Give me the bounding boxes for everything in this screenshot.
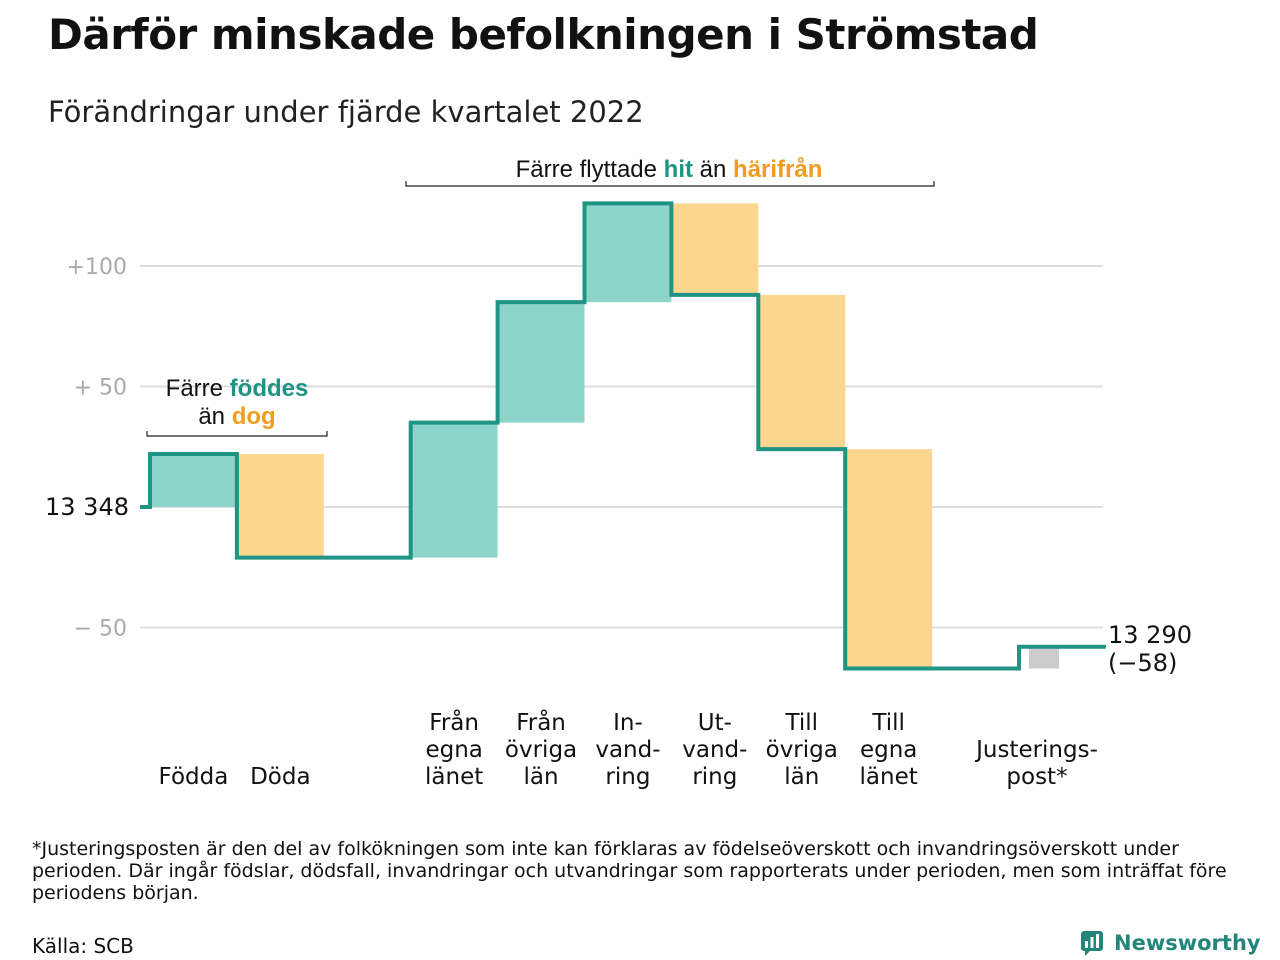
category-label-line: Ut- bbox=[698, 710, 732, 736]
category-label-line: Till bbox=[871, 710, 905, 736]
category-label-line: post* bbox=[1006, 764, 1067, 790]
source-label: Källa: SCB bbox=[32, 934, 134, 958]
y-tick-label: + 50 bbox=[74, 376, 127, 401]
category-label-line: Justerings- bbox=[974, 737, 1098, 763]
y-axis-ticks: +100 + 50 13 348 − 50 bbox=[45, 255, 129, 642]
migration-annotation: Färre flyttade hit än härifrån bbox=[405, 156, 935, 187]
category-label: Ut-vand-ring bbox=[682, 710, 747, 790]
deaths-annotation-prefix: än bbox=[198, 403, 225, 430]
y-tick-label: − 50 bbox=[74, 617, 127, 642]
brand-logo[interactable]: Newsworthy bbox=[1080, 928, 1261, 958]
bar-från-egna-länet bbox=[410, 422, 498, 558]
category-label: Justerings-post* bbox=[974, 737, 1098, 790]
newsworthy-logo-icon bbox=[1081, 931, 1103, 956]
births-annotation-prefix: Färre bbox=[166, 375, 223, 402]
bar-födda bbox=[150, 453, 237, 507]
migration-annotation-hit: hit bbox=[664, 156, 693, 183]
category-label-line: vand- bbox=[595, 737, 660, 763]
bar-till-övriga-län bbox=[758, 294, 846, 450]
births-annotation-line1: Färre föddes bbox=[166, 375, 309, 402]
category-label-line: Från bbox=[516, 708, 566, 736]
category-label: Från egna länet bbox=[425, 708, 483, 790]
category-label-line: egna bbox=[860, 737, 917, 763]
category-label-line: län bbox=[524, 764, 559, 790]
deaths-annotation-highlight: dog bbox=[232, 403, 276, 430]
end-change-label: (−58) bbox=[1108, 649, 1177, 677]
brand-name: Newsworthy bbox=[1114, 931, 1261, 955]
grid-lines bbox=[140, 265, 1103, 629]
category-label: Till egna länet bbox=[860, 710, 918, 790]
start-value-label: 13 348 bbox=[45, 493, 129, 521]
category-label-line: övriga bbox=[505, 737, 577, 763]
footnote: *Justeringsposten är den del av folkökni… bbox=[32, 838, 1227, 904]
category-label-line: Döda bbox=[250, 764, 310, 790]
category-label-line: ring bbox=[692, 764, 737, 790]
category-label: Till övriga län bbox=[766, 710, 838, 790]
category-label: Från övriga län bbox=[505, 708, 577, 790]
category-label: Födda bbox=[159, 764, 229, 790]
category-label: In-vand-ring bbox=[595, 710, 660, 790]
migration-annotation-harifran: härifrån bbox=[733, 156, 822, 183]
bar-justeringspost- bbox=[1029, 646, 1059, 669]
bar-till-egna-länet bbox=[845, 449, 933, 669]
category-label-line: län bbox=[784, 764, 819, 790]
category-label-line: ring bbox=[605, 764, 650, 790]
category-label-line: In- bbox=[613, 710, 643, 736]
births-annotation-bracket bbox=[146, 431, 328, 437]
bar-utvandring bbox=[671, 203, 759, 295]
category-label-line: egna bbox=[425, 737, 482, 763]
cumulative-step-line bbox=[140, 201, 1106, 671]
migration-annotation-middle: än bbox=[700, 156, 727, 183]
migration-annotation-prefix: Färre flyttade bbox=[516, 156, 657, 183]
bar-från-övriga-län bbox=[497, 302, 585, 423]
migration-annotation-bracket bbox=[405, 181, 935, 187]
category-label-line: Födda bbox=[159, 764, 229, 790]
category-label-line: Från bbox=[429, 708, 479, 736]
bars bbox=[150, 203, 1059, 669]
category-label-line: övriga bbox=[766, 737, 838, 763]
category-label-line: Till bbox=[784, 710, 818, 736]
chart-subtitle: Förändringar under fjärde kvartalet 2022 bbox=[48, 95, 644, 129]
category-label-line: länet bbox=[425, 764, 483, 790]
y-tick-label: +100 bbox=[67, 255, 127, 280]
category-label-line: vand- bbox=[682, 737, 747, 763]
chart-title: Därför minskade befolkningen i Strömstad bbox=[48, 10, 1039, 59]
end-value-label: 13 290 bbox=[1108, 621, 1192, 649]
bar-invandring bbox=[584, 203, 672, 303]
births-annotation-highlight: föddes bbox=[230, 375, 309, 402]
bar-döda bbox=[236, 453, 324, 558]
births-annotation: Färre föddes än dog bbox=[146, 375, 328, 437]
migration-annotation-text: Färre flyttade hit än härifrån bbox=[516, 156, 823, 183]
category-label: Döda bbox=[250, 764, 310, 790]
category-label-line: länet bbox=[860, 764, 918, 790]
births-annotation-line2: än dog bbox=[198, 403, 275, 430]
